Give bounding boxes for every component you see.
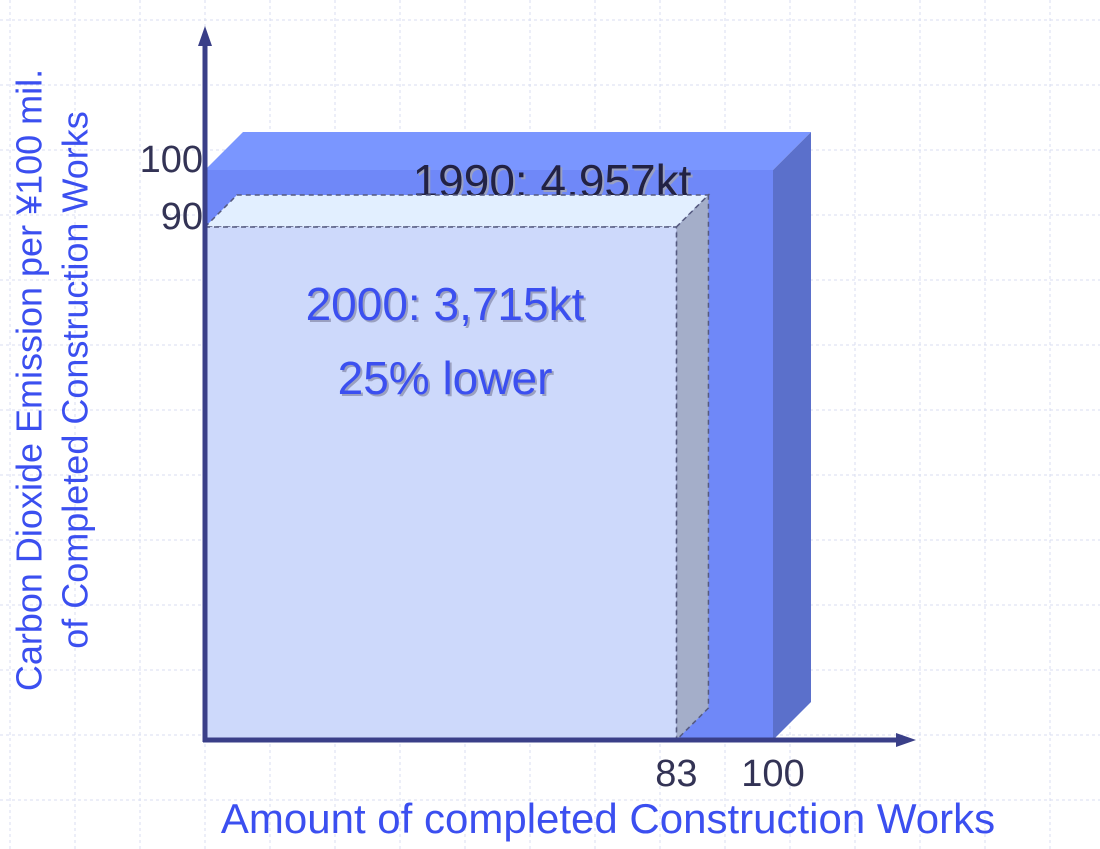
box-side bbox=[675, 193, 710, 742]
box-label: 25% lower bbox=[338, 352, 553, 404]
x-axis-arrow bbox=[896, 733, 916, 747]
x-axis-label: Amount of completed Construction Works bbox=[221, 795, 995, 842]
y-tick-label: 100 bbox=[140, 139, 203, 181]
y-axis-label-line: Carbon Dioxide Emission per ¥100 mil. bbox=[9, 69, 50, 691]
y-axis-label: Carbon Dioxide Emission per ¥100 mil. of… bbox=[9, 69, 96, 691]
x-tick-label: 100 bbox=[741, 753, 804, 795]
y-tick-label: 90 bbox=[161, 196, 203, 238]
y-axis-arrow bbox=[198, 26, 212, 46]
box-label: 2000: 3,715kt bbox=[306, 278, 585, 330]
box-label-shadow: 2000: 3,715kt bbox=[308, 280, 587, 332]
box-side bbox=[773, 132, 811, 740]
box-top bbox=[203, 194, 711, 228]
x-tick-label: 83 bbox=[655, 753, 697, 795]
box-top bbox=[205, 132, 811, 170]
y-axis-label-line: of Completed Construction Works bbox=[55, 111, 96, 649]
box-label-shadow: 25% lower bbox=[340, 354, 555, 406]
